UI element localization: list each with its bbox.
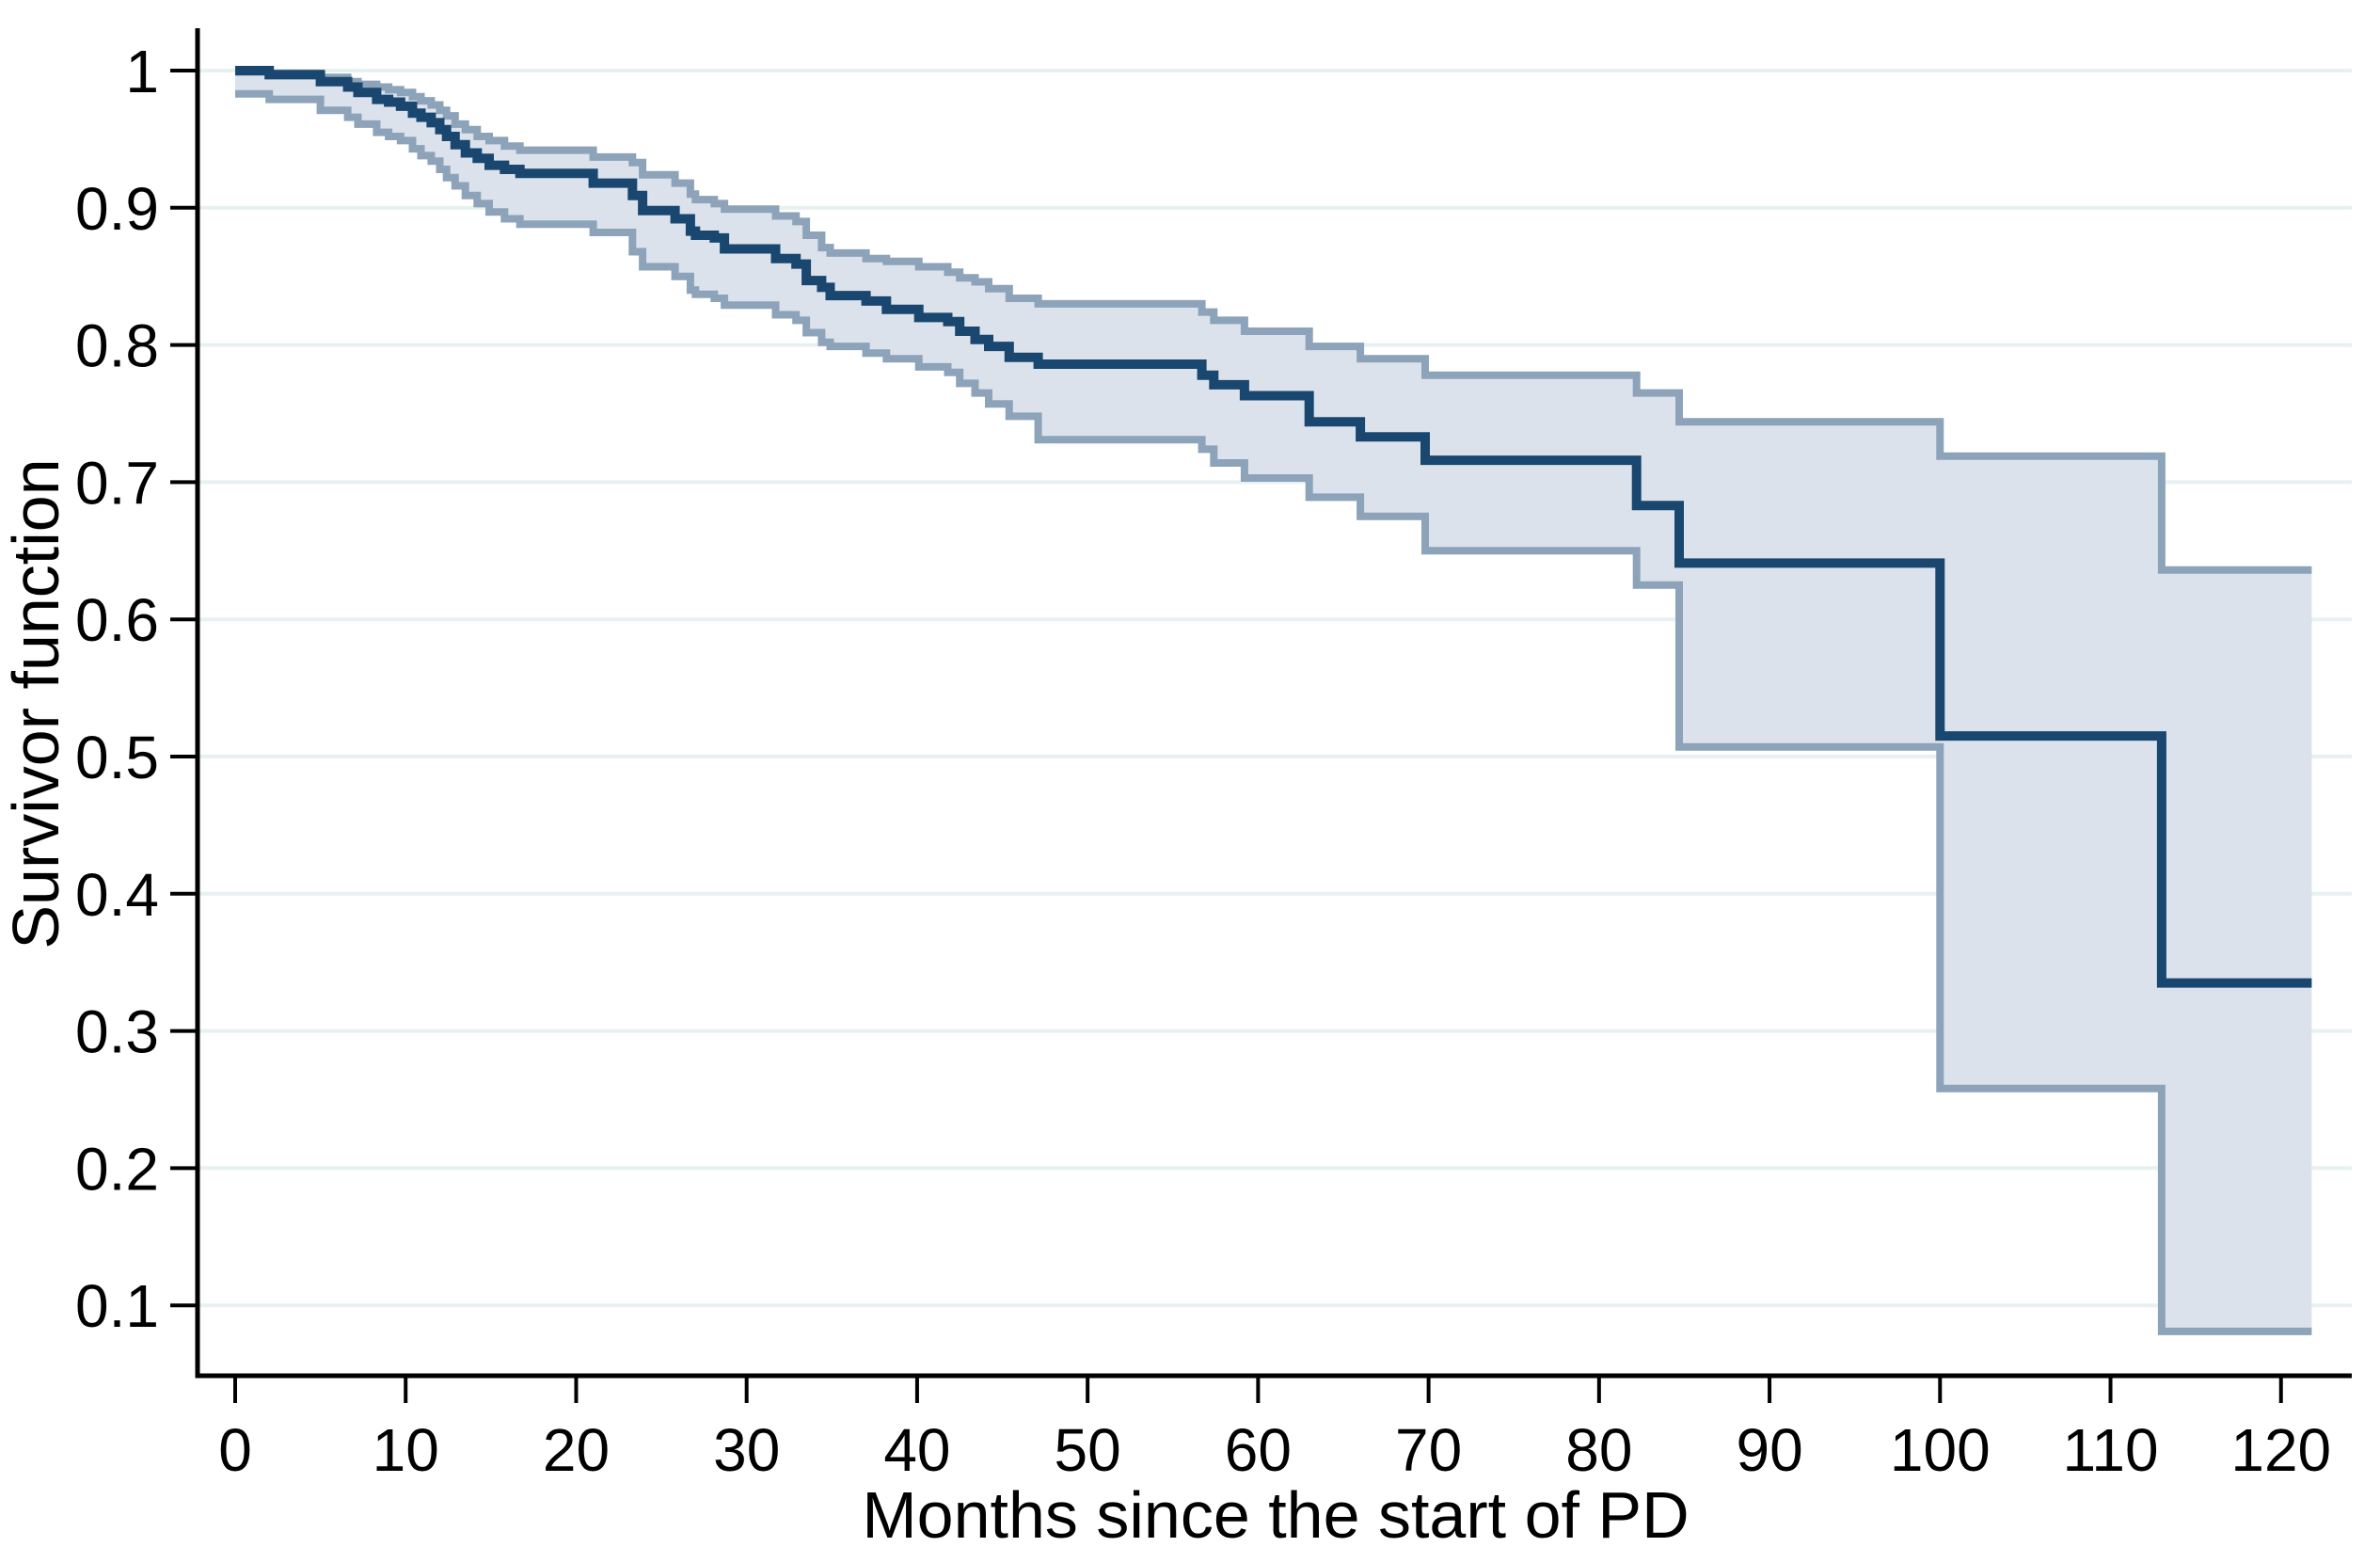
x-tick-label: 0 (218, 1416, 252, 1484)
survival-curves (235, 66, 2312, 1335)
x-tick-label: 50 (1055, 1416, 1121, 1484)
ci-lower-line (235, 89, 2312, 1335)
x-tick-label: 20 (543, 1416, 610, 1484)
tick-marks (170, 69, 2283, 1403)
x-tick-label: 70 (1395, 1416, 1462, 1484)
ci-band-fill (235, 72, 2312, 1332)
y-tick-label: 0.6 (75, 586, 159, 654)
y-tick-label: 0.5 (75, 724, 159, 791)
tick-labels: 1 0.9 0.8 0.7 0.6 0.5 0.4 0.3 0.2 0.1 0 10 20 30 40 50 6… (75, 38, 2331, 1484)
km-estimate-line (235, 66, 2312, 988)
y-tick-label: 1 (125, 38, 159, 105)
ci-upper-line (235, 68, 2312, 574)
x-axis-title: Months since the start of PD (862, 1478, 1689, 1552)
confidence-band (235, 72, 2312, 1332)
x-tick-label: 90 (1736, 1416, 1802, 1484)
x-tick-label: 10 (373, 1416, 439, 1484)
y-tick-label: 0.4 (75, 861, 159, 929)
x-tick-label: 80 (1565, 1416, 1632, 1484)
x-tick-label: 120 (2230, 1416, 2331, 1484)
y-tick-label: 0.1 (75, 1272, 159, 1340)
y-tick-label: 0.7 (75, 449, 159, 517)
x-tick-label: 110 (2063, 1416, 2159, 1484)
x-tick-label: 40 (883, 1416, 950, 1484)
y-tick-label: 0.2 (75, 1135, 159, 1203)
y-tick-label: 0.3 (75, 998, 159, 1066)
y-tick-label: 0.8 (75, 312, 159, 380)
x-tick-label: 30 (713, 1416, 780, 1484)
y-axis-title: Survivor function (0, 458, 72, 949)
axes (195, 28, 2352, 1379)
x-tick-label: 100 (1890, 1416, 1991, 1484)
x-tick-label: 60 (1225, 1416, 1292, 1484)
y-tick-label: 0.9 (75, 175, 159, 243)
